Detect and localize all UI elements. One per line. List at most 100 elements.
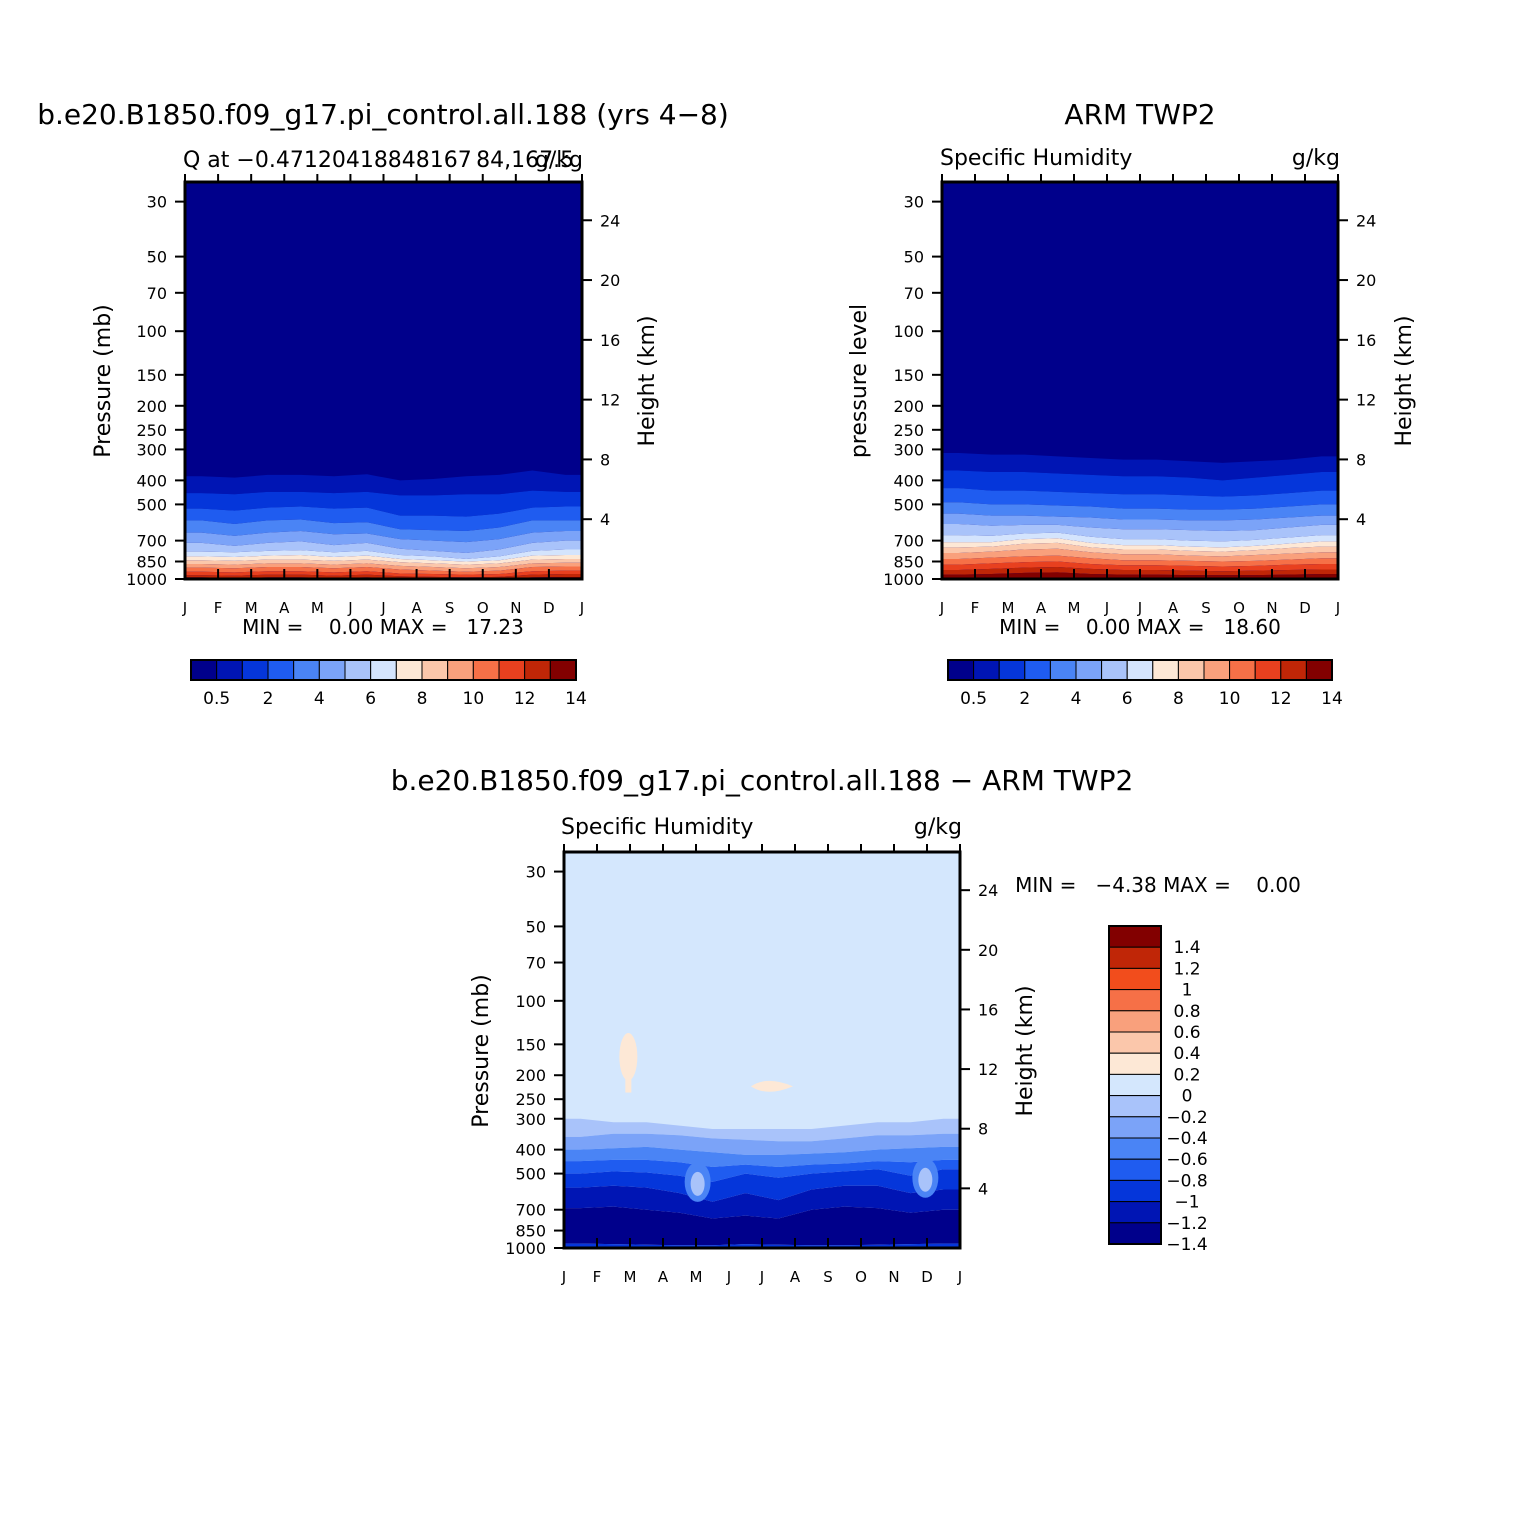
- colorbar-frame: [190, 659, 577, 681]
- y-tick-label: 100: [515, 992, 546, 1011]
- panel-diff-title: b.e20.B1850.f09_g17.pi_control.all.188 −…: [391, 764, 1134, 797]
- panel-diff-ylabel: Pressure (mb): [469, 974, 494, 1128]
- panel-model-title: b.e20.B1850.f09_g17.pi_control.all.188 (…: [37, 98, 729, 131]
- contour-band: [942, 555, 1338, 567]
- y-tick-label: 150: [136, 366, 167, 385]
- colorbar-box: [973, 659, 1000, 681]
- colorbar-box: [1203, 659, 1231, 681]
- contour-band: [942, 502, 1338, 521]
- x-tick-label: J: [939, 599, 944, 617]
- colorbar-label: 0.2: [1173, 1065, 1200, 1085]
- y-tick-label: 1000: [883, 570, 924, 589]
- panel-model-ylabel-right: Height (km): [635, 315, 660, 446]
- y-tick-label: 50: [904, 248, 924, 267]
- panel-diff: b.e20.B1850.f09_g17.pi_control.all.188 −…: [391, 764, 1301, 1286]
- y-tick-label: 700: [136, 532, 167, 551]
- colorbar-label: −1: [1174, 1193, 1199, 1213]
- colorbar-box: [998, 659, 1026, 681]
- colorbar-box: [1108, 1010, 1162, 1033]
- colorbar-box: [947, 659, 975, 681]
- contour-band: [942, 561, 1338, 572]
- colorbar-label: 1.2: [1173, 959, 1200, 979]
- panel-model-colorbar: 0.5 2 4 6 8 10 12 14: [190, 659, 587, 709]
- contour-band: [942, 182, 1338, 463]
- y-tick-label: 30: [147, 193, 167, 212]
- y-tick-label: 400: [515, 1141, 546, 1160]
- y2-tick-label: 12: [978, 1060, 998, 1079]
- colorbar-label: 4: [1071, 689, 1082, 709]
- colorbar-box: [1108, 1095, 1162, 1118]
- x-tick-label: J: [561, 1268, 566, 1286]
- panel-diff-left-label: Specific Humidity: [561, 815, 753, 840]
- colorbar-box: [1108, 1179, 1162, 1203]
- y-tick-label: 200: [136, 397, 167, 416]
- colorbar-box: [318, 659, 346, 681]
- colorbar-box: [1075, 659, 1103, 681]
- y2-tick-label: 24: [978, 881, 998, 900]
- colorbar-box: [267, 659, 295, 681]
- colorbar-label: −1.4: [1166, 1235, 1207, 1255]
- colorbar-box: [1152, 659, 1179, 681]
- panel-obs-left-label: Specific Humidity: [940, 146, 1132, 171]
- y2-tick-label: 12: [1356, 391, 1376, 410]
- colorbar-box: [1108, 1031, 1162, 1054]
- colorbar-box: [1280, 659, 1307, 681]
- x-tick-label: S: [445, 599, 455, 617]
- colorbar-label: 2: [263, 689, 274, 709]
- y2-tick-label: 24: [1356, 211, 1376, 230]
- y-tick-label: 1000: [126, 570, 167, 589]
- x-tick-label: J: [1104, 599, 1109, 617]
- contour-band: [564, 1118, 960, 1142]
- colorbar-label: 12: [514, 689, 536, 709]
- panel-obs-contours: [942, 182, 1338, 579]
- panel-model-stats: MIN = 0.00 MAX = 17.23: [242, 615, 524, 639]
- y2-tick-label: 20: [1356, 271, 1376, 290]
- contour-band: [942, 452, 1338, 481]
- x-tick-label: M: [245, 599, 258, 617]
- y2-tick-label: 8: [1356, 450, 1366, 469]
- colorbar-label: 10: [463, 689, 485, 709]
- colorbar-box: [1108, 1222, 1162, 1245]
- colorbar-box: [241, 659, 269, 681]
- colorbar-label: 1.4: [1173, 938, 1200, 958]
- panel-diff-right-label: g/kg: [914, 815, 962, 840]
- contour-spot: [619, 1033, 638, 1081]
- x-tick-label: A: [279, 599, 290, 617]
- contour-band: [564, 1146, 960, 1167]
- contour-band: [185, 490, 582, 517]
- x-tick-label: J: [579, 599, 584, 617]
- y-tick-label: 100: [136, 322, 167, 341]
- y-tick-label: 300: [893, 440, 924, 459]
- contour-band: [942, 532, 1338, 548]
- x-tick-label: J: [182, 599, 187, 617]
- colorbar-label: 4: [314, 689, 325, 709]
- colorbar-box: [1177, 659, 1205, 681]
- y-tick-label: 500: [136, 495, 167, 514]
- colorbar-box: [1305, 659, 1333, 681]
- contour-band: [942, 524, 1338, 542]
- panel-obs-right-label: g/kg: [1292, 146, 1340, 171]
- colorbar-label: −0.6: [1166, 1150, 1207, 1170]
- panel-diff-ylabel-right: Height (km): [1013, 985, 1038, 1116]
- x-tick-label: N: [888, 1268, 899, 1286]
- x-tick-label: J: [726, 1268, 731, 1286]
- x-tick-label: N: [510, 599, 521, 617]
- colorbar-label: −0.2: [1166, 1108, 1207, 1128]
- contour-band: [564, 1206, 960, 1246]
- colorbar-label: 12: [1270, 689, 1292, 709]
- contour-band: [185, 540, 582, 559]
- panel-obs-title: ARM TWP2: [1064, 98, 1215, 131]
- colorbar-box: [1108, 1137, 1162, 1160]
- panel-model-left-label: Q at −0.47120418848167 84,167.5: [183, 148, 574, 173]
- y-tick-label: 70: [147, 284, 167, 303]
- panel-obs-colorbar: 0.5 2 4 6 8 10 12 14: [947, 659, 1343, 709]
- colorbar-label: 0.6: [1173, 1023, 1200, 1043]
- colorbar-label: 0.5: [203, 689, 230, 709]
- colorbar-box: [1024, 659, 1051, 681]
- x-tick-label: A: [658, 1268, 669, 1286]
- colorbar-box: [1108, 989, 1162, 1012]
- panel-model-contours: [185, 182, 582, 579]
